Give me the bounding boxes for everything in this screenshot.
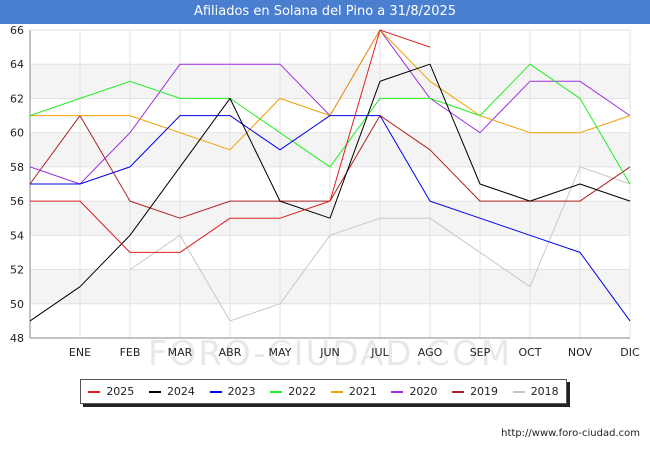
legend-item-2022: 2022 <box>270 385 316 398</box>
source-url: http://www.foro-ciudad.com <box>501 428 640 439</box>
legend-item-2018: 2018 <box>512 385 559 398</box>
y-tick-label: 54 <box>10 229 24 242</box>
legend-label: 2018 <box>530 385 559 398</box>
y-tick-labels: 48 50 52 54 56 58 60 62 64 66 <box>10 24 24 345</box>
y-tick-label: 64 <box>10 58 24 71</box>
legend-swatch <box>452 390 465 393</box>
legend-swatch <box>148 390 161 393</box>
legend-swatch <box>270 390 283 393</box>
legend-label: 2022 <box>288 385 317 398</box>
x-tick-labels: ENE FEB MAR ABR MAY JUN JUL AGO SEP OCT NOV DIC <box>69 346 640 359</box>
y-tick-label: 52 <box>10 264 24 277</box>
y-tick-label: 66 <box>10 24 24 37</box>
x-tick-label: FEB <box>120 346 141 359</box>
legend-item-2024: 2024 <box>148 385 195 398</box>
legend-label: 2019 <box>470 385 499 398</box>
series-line-2024 <box>29 63 631 322</box>
y-tick-label: 56 <box>10 195 24 208</box>
y-tick-label: 58 <box>10 161 24 174</box>
x-tick-label: JUL <box>370 346 389 359</box>
series-lines <box>29 29 631 322</box>
y-tick-label: 62 <box>10 92 24 105</box>
legend-label: 2020 <box>409 385 438 398</box>
series-line-2025 <box>30 29 431 253</box>
x-tick-label: JUN <box>319 346 340 359</box>
legend-label: 2023 <box>227 385 256 398</box>
legend: 2025 2024 2023 2022 2021 2020 2019 2018 <box>80 379 567 404</box>
series-line-2023 <box>30 115 631 322</box>
x-tick-label: MAR <box>168 346 193 359</box>
x-tick-label: DIC <box>620 346 640 359</box>
series-line-2018 <box>129 166 631 322</box>
x-tick-label: MAY <box>269 346 292 359</box>
legend-label: 2025 <box>106 385 135 398</box>
legend-item-2023: 2023 <box>209 385 256 398</box>
legend-item-2020: 2020 <box>391 385 437 398</box>
legend-swatch <box>209 390 222 393</box>
legend-label: 2021 <box>348 385 377 398</box>
legend-item-2025: 2025 <box>88 385 134 398</box>
x-tick-label: SEP <box>470 346 491 359</box>
legend-swatch <box>88 390 101 393</box>
y-tick-label: 48 <box>10 332 24 345</box>
legend-item-2019: 2019 <box>452 385 498 398</box>
x-tick-label: AGO <box>418 346 443 359</box>
legend-swatch <box>330 390 343 393</box>
y-tick-label: 60 <box>10 127 24 140</box>
watermark: FORO-CIUDAD.COM <box>148 334 512 374</box>
x-tick-label: ABR <box>219 346 242 359</box>
legend-swatch <box>512 390 525 393</box>
y-tick-label: 50 <box>10 298 24 311</box>
legend-swatch <box>391 390 404 393</box>
x-tick-label: NOV <box>568 346 593 359</box>
legend-label: 2024 <box>166 385 195 398</box>
series-line-2022 <box>29 63 631 185</box>
x-tick-label: OCT <box>518 346 541 359</box>
chart-title: Afiliados en Solana del Pino a 31/8/2025 <box>0 0 650 24</box>
x-tick-label: ENE <box>69 346 91 359</box>
legend-item-2021: 2021 <box>330 385 377 398</box>
